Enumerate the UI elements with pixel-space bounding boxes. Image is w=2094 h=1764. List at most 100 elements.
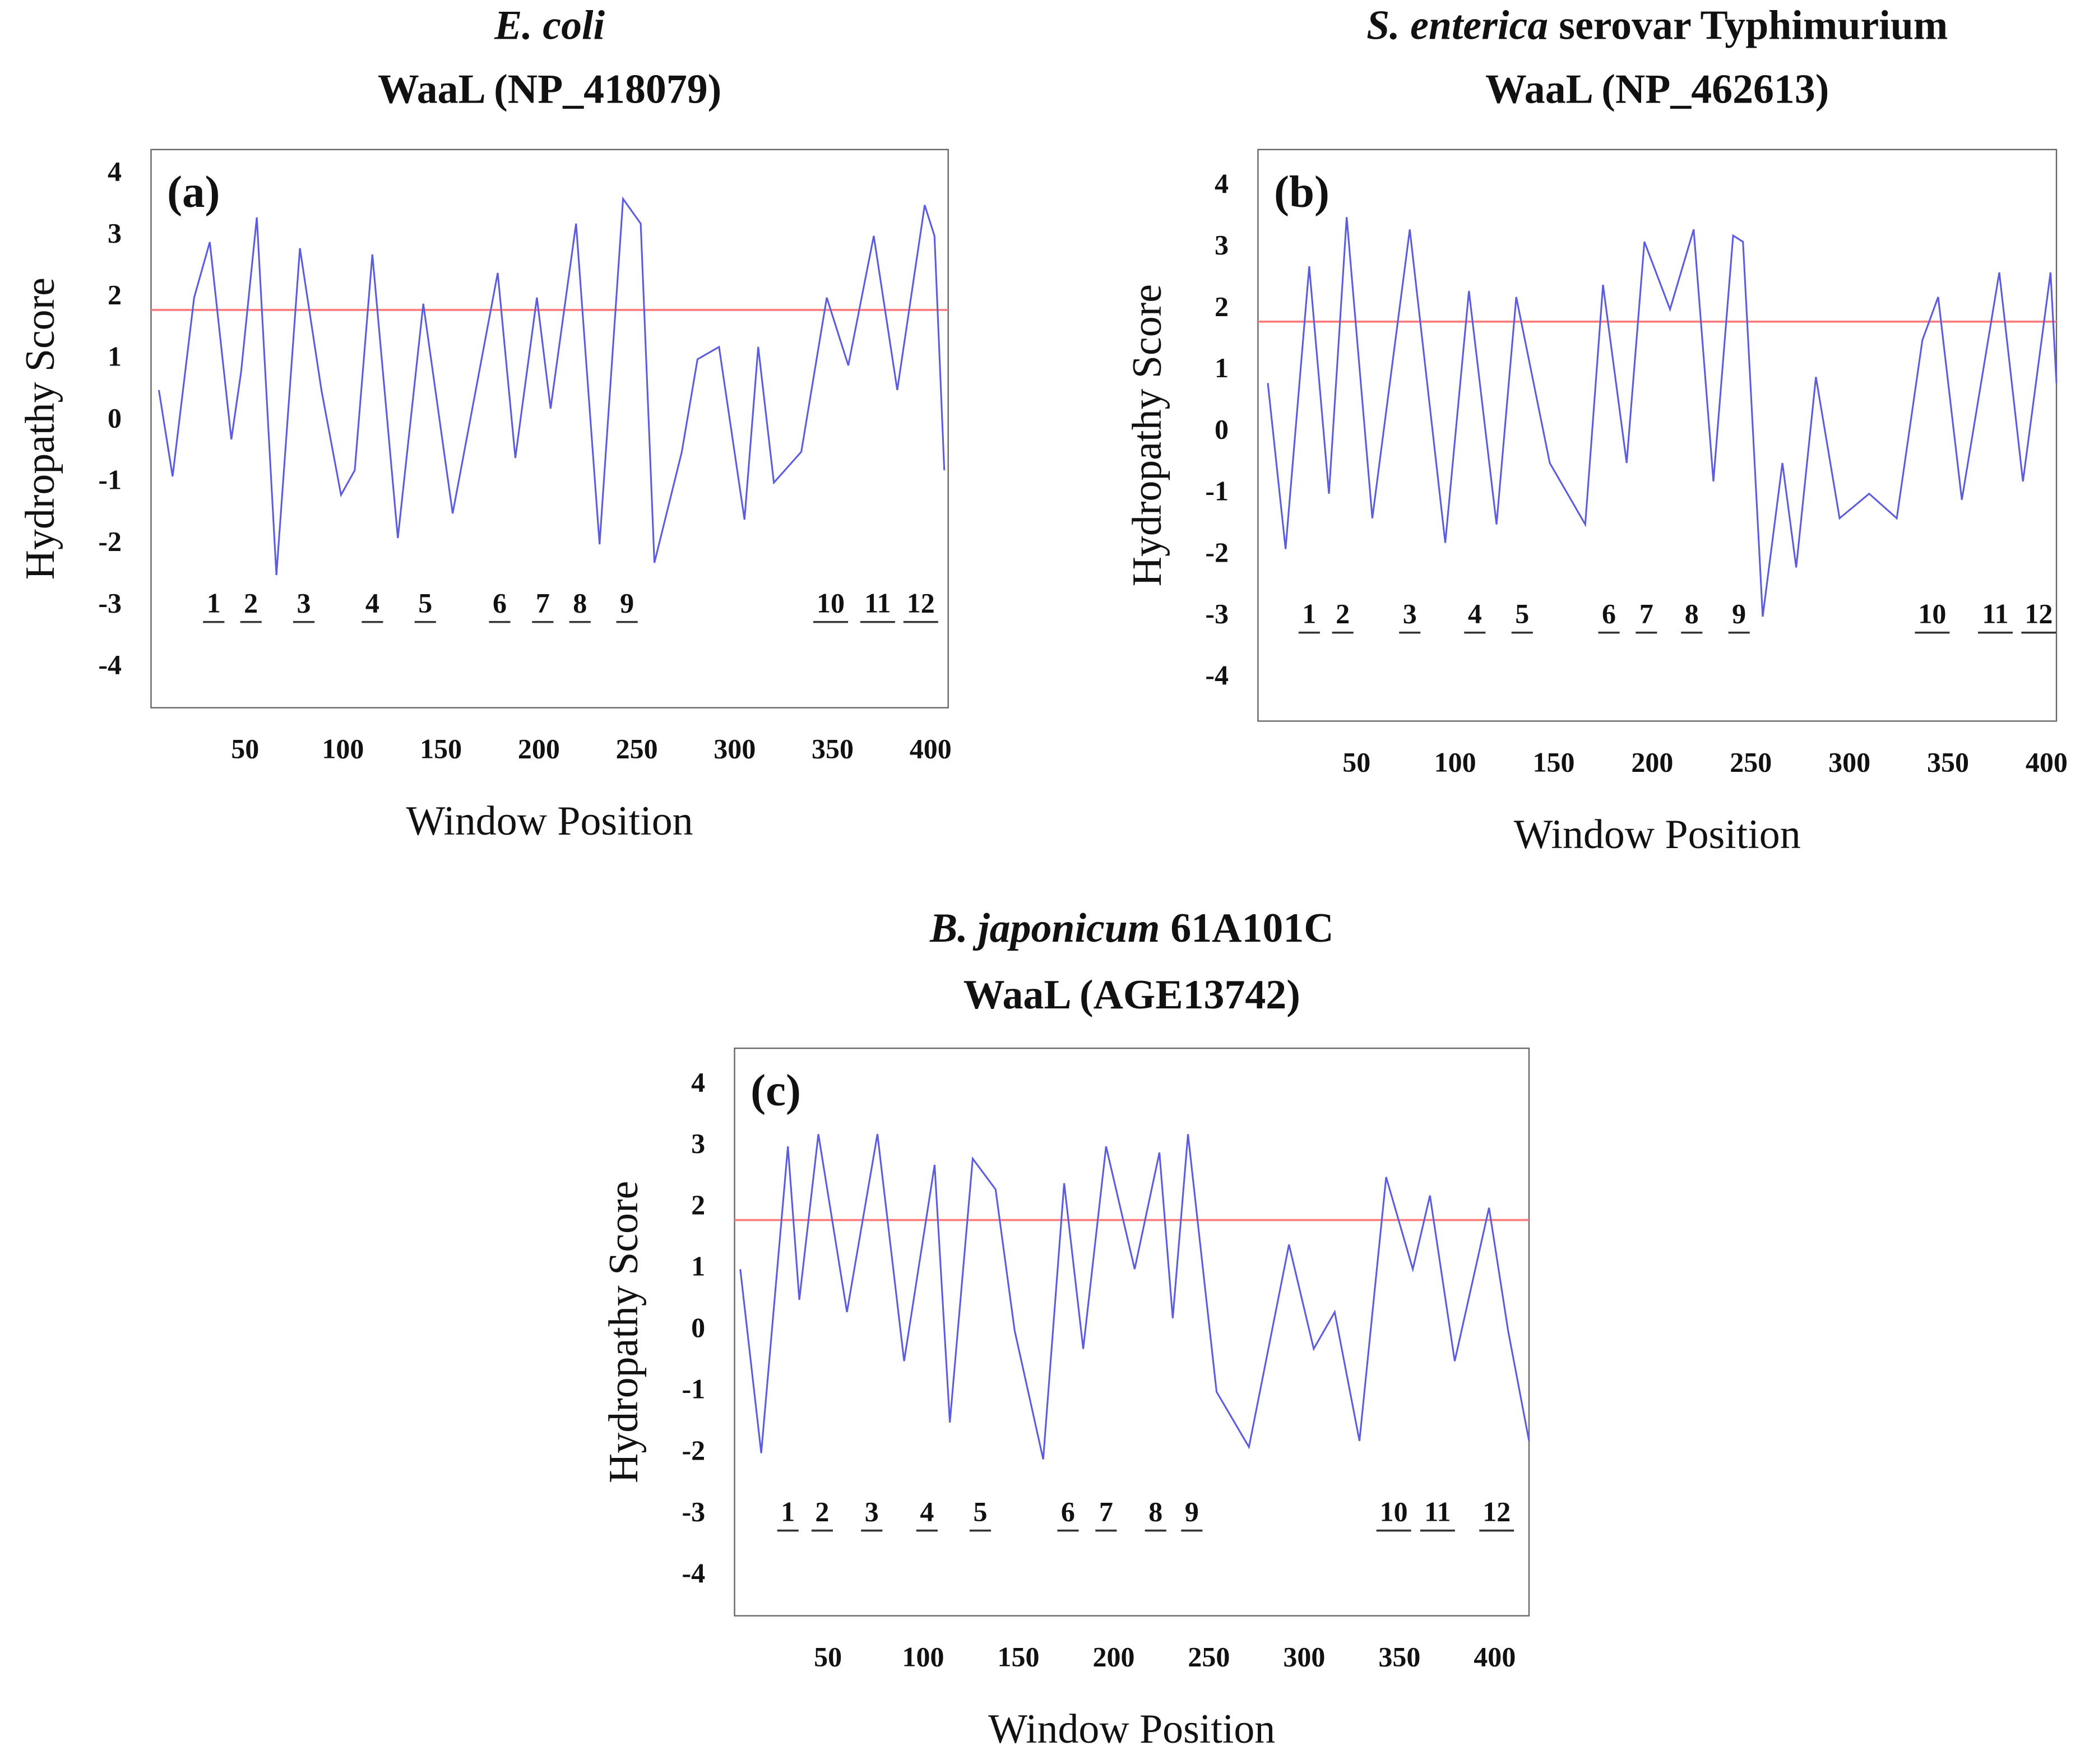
tm-label: 9 (1732, 598, 1746, 629)
tm-label: 10 (1918, 598, 1946, 629)
tm-label: 6 (1602, 598, 1616, 629)
x-axis-label: Window Position (988, 1706, 1275, 1752)
y-tick-label: -4 (682, 1557, 705, 1589)
tm-label: 2 (815, 1496, 829, 1527)
y-tick-label: -1 (682, 1373, 705, 1405)
x-tick-label: 200 (518, 733, 560, 765)
tm-label: 8 (1148, 1496, 1162, 1527)
tm-label: 4 (920, 1496, 934, 1527)
chart-title: E. coli (494, 2, 605, 48)
title-part: serovar Typhimurium (1559, 2, 1948, 48)
x-tick-label: 100 (902, 1641, 944, 1673)
y-tick-label: 2 (108, 279, 122, 310)
plot-frame (150, 149, 949, 709)
panel: B. japonicum 61A101C WaaL (AGE13742) (c) -4 -… (600, 905, 1530, 1752)
x-tick-label: 400 (1474, 1641, 1516, 1673)
x-tick-label: 50 (814, 1641, 842, 1673)
tm-label: 3 (297, 587, 311, 619)
y-axis-label: Hydropathy Score (600, 1181, 646, 1483)
y-tick-label: -3 (1205, 598, 1229, 629)
chart-title: S. enterica serovar Typhimurium (1366, 2, 1948, 48)
y-tick-label: -3 (98, 587, 122, 619)
x-tick-label: 200 (1092, 1641, 1134, 1673)
y-tick-label: -1 (1205, 475, 1229, 506)
x-tick-label: 250 (1188, 1641, 1230, 1673)
y-tick-label: 1 (108, 340, 122, 372)
y-tick-label: 0 (1215, 414, 1229, 445)
y-tick-label: 3 (691, 1128, 705, 1159)
y-tick-label: 0 (108, 402, 122, 433)
x-axis-label: Window Position (406, 798, 693, 844)
tm-label: 8 (1685, 598, 1699, 629)
tm-label: 7 (536, 587, 550, 619)
x-tick-label: 150 (998, 1641, 1040, 1673)
y-tick-label: 3 (108, 217, 122, 248)
y-tick-label: -2 (1205, 536, 1229, 568)
tm-label: 9 (620, 587, 634, 619)
tm-label: 11 (864, 587, 891, 619)
y-tick-label: 1 (691, 1251, 705, 1282)
x-tick-label: 200 (1631, 747, 1673, 778)
hydropathy-line (1267, 217, 2058, 617)
x-tick-label: 400 (2026, 747, 2068, 778)
y-tick-label: 4 (1215, 168, 1229, 199)
y-tick-label: 3 (1215, 229, 1229, 261)
tm-label: 2 (1336, 598, 1350, 629)
plot-frame (1257, 149, 2058, 722)
hydropathy-line (739, 1134, 1530, 1460)
panel-label: (a) (167, 166, 220, 217)
tm-label: 9 (1185, 1496, 1199, 1527)
y-tick-label: -1 (98, 464, 122, 495)
tm-label: 6 (1061, 1496, 1075, 1527)
x-tick-label: 300 (1283, 1641, 1325, 1673)
chart-subtitle: WaaL (NP_462613) (1485, 66, 1829, 112)
y-tick-label: 1 (1215, 352, 1229, 383)
x-tick-label: 250 (616, 733, 658, 765)
panel-label: (b) (1274, 166, 1329, 217)
y-tick-label: -4 (98, 649, 122, 680)
y-tick-label: 2 (1215, 290, 1229, 322)
title-part: B. japonicum (929, 905, 1160, 951)
tm-label: 6 (493, 587, 507, 619)
tm-label: 12 (1483, 1496, 1511, 1527)
tm-label: 5 (974, 1496, 988, 1527)
chart-title: B. japonicum 61A101C (929, 905, 1334, 951)
tm-label: 5 (418, 587, 432, 619)
y-tick-label: -2 (98, 526, 122, 557)
hydropathy-line (157, 196, 946, 576)
y-tick-label: 4 (108, 155, 122, 187)
x-axis-label: Window Position (1514, 811, 1801, 857)
x-tick-label: 100 (322, 733, 364, 765)
tm-label: 1 (781, 1496, 795, 1527)
x-tick-label: 350 (1378, 1641, 1420, 1673)
tm-label: 5 (1515, 598, 1529, 629)
tm-label: 7 (1639, 598, 1653, 629)
tm-label: 1 (207, 587, 221, 619)
y-tick-label: -2 (682, 1434, 705, 1466)
x-tick-label: 150 (420, 733, 462, 765)
y-tick-label: 0 (691, 1312, 705, 1343)
y-tick-label: -4 (1205, 659, 1229, 691)
x-tick-label: 300 (714, 733, 756, 765)
x-tick-label: 250 (1730, 747, 1772, 778)
tm-label: 4 (1468, 598, 1482, 629)
title-part: E. coli (494, 2, 605, 48)
x-tick-label: 100 (1434, 747, 1476, 778)
x-tick-label: 50 (1342, 747, 1370, 778)
y-axis-label: Hydropathy Score (17, 277, 63, 580)
chart-subtitle: WaaL (AGE13742) (963, 971, 1300, 1017)
tm-label: 12 (2024, 598, 2053, 629)
x-tick-label: 150 (1533, 747, 1575, 778)
tm-label: 11 (1982, 598, 2008, 629)
y-tick-label: -3 (682, 1496, 705, 1527)
y-axis-label: Hydropathy Score (1124, 284, 1170, 586)
x-tick-label: 50 (231, 733, 259, 765)
tm-label: 7 (1099, 1496, 1113, 1527)
tm-label: 11 (1424, 1496, 1451, 1527)
tm-label: 10 (1380, 1496, 1408, 1527)
x-tick-label: 350 (812, 733, 854, 765)
tm-label: 2 (244, 587, 258, 619)
tm-label: 4 (365, 587, 379, 619)
tm-label: 12 (907, 587, 935, 619)
title-part: 61A101C (1170, 905, 1333, 951)
